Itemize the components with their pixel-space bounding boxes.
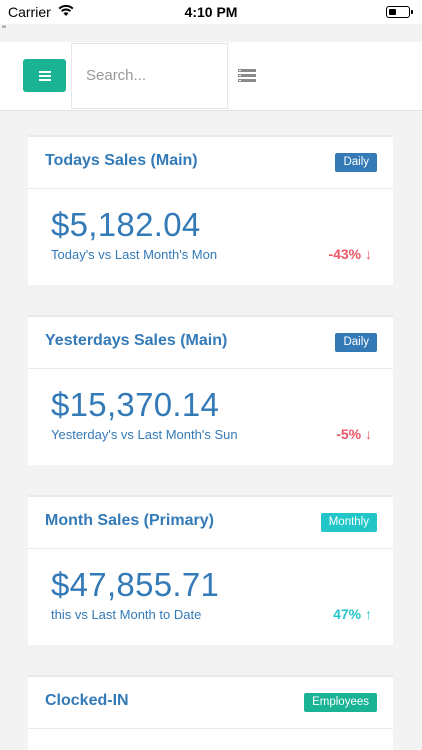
card-body: $47,855.71 this vs Last Month to Date 47…	[28, 549, 393, 645]
status-bar: Carrier 4:10 PM	[0, 0, 422, 24]
wifi-icon	[58, 4, 74, 16]
list-icon[interactable]	[238, 69, 256, 83]
change-indicator: 47% ↑	[333, 606, 372, 622]
change-indicator: -5% ↓	[336, 426, 372, 442]
comparison-label: this vs Last Month to Date	[51, 607, 202, 622]
card-header: Month Sales (Primary) Monthly	[28, 497, 393, 549]
employees-badge: Employees	[304, 693, 377, 712]
stray-mark: "	[2, 24, 6, 36]
hamburger-icon	[38, 70, 51, 81]
card-body: $15,370.14 Yesterday's vs Last Month's S…	[28, 369, 393, 465]
sales-amount: $15,370.14	[51, 386, 220, 423]
clock: 4:10 PM	[184, 4, 238, 20]
change-indicator: -43% ↓	[328, 246, 372, 262]
period-badge: Daily	[335, 333, 377, 352]
month-sales-card: Month Sales (Primary) Monthly $47,855.71…	[28, 495, 393, 645]
card-header: Todays Sales (Main) Daily	[28, 137, 393, 189]
sales-amount: $47,855.71	[51, 566, 220, 603]
card-title: Todays Sales (Main)	[45, 152, 198, 169]
yesterdays-sales-card: Yesterdays Sales (Main) Daily $15,370.14…	[28, 315, 393, 465]
card-title: Month Sales (Primary)	[45, 512, 214, 529]
clocked-in-card: Clocked-IN Employees	[28, 675, 393, 750]
todays-sales-card: Todays Sales (Main) Daily $5,182.04 Toda…	[28, 135, 393, 285]
sales-amount: $5,182.04	[51, 206, 201, 243]
card-body: $5,182.04 Today's vs Last Month's Mon -4…	[28, 189, 393, 285]
comparison-label: Yesterday's vs Last Month's Sun	[51, 427, 238, 442]
top-navbar: Search...	[0, 42, 422, 111]
card-title: Clocked-IN	[45, 692, 129, 709]
period-badge: Monthly	[320, 513, 377, 532]
menu-toggle-button[interactable]	[23, 59, 66, 92]
period-badge: Daily	[335, 153, 377, 172]
search-input[interactable]: Search...	[71, 43, 228, 109]
comparison-label: Today's vs Last Month's Mon	[51, 247, 218, 262]
card-header: Yesterdays Sales (Main) Daily	[28, 317, 393, 369]
carrier-label: Carrier	[8, 4, 51, 20]
battery-icon	[386, 6, 413, 18]
card-header: Clocked-IN Employees	[28, 677, 393, 729]
card-title: Yesterdays Sales (Main)	[45, 332, 228, 349]
